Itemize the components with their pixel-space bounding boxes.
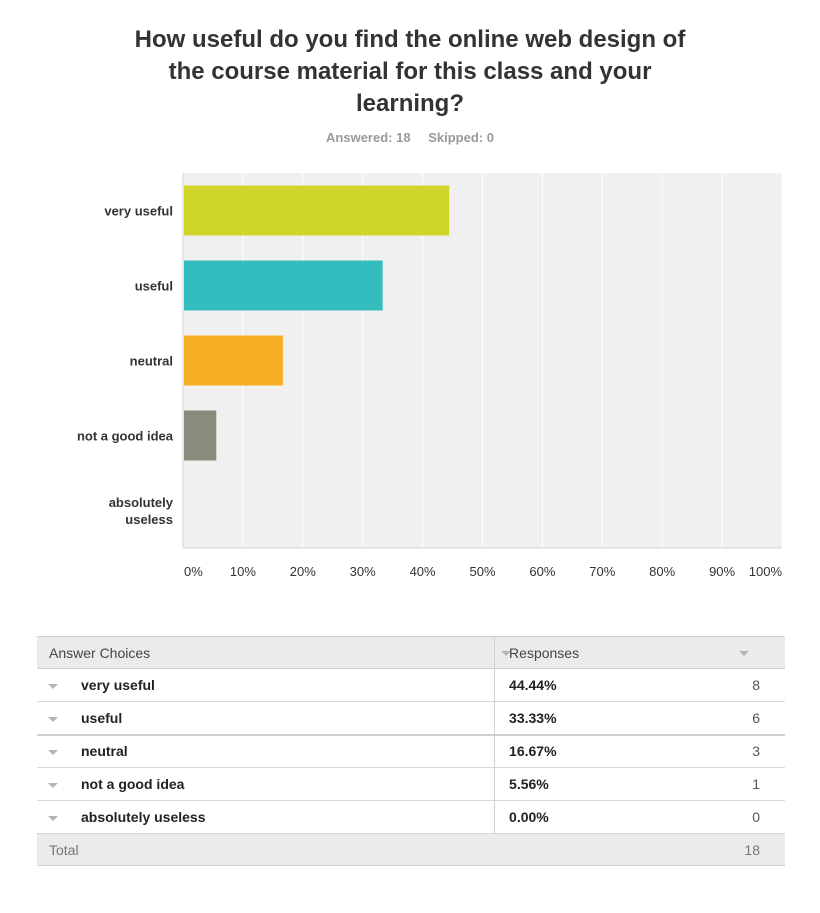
- row-percent: 33.33%: [509, 709, 557, 726]
- table-row[interactable]: very useful 44.44% 8: [37, 668, 785, 702]
- answer-choices-header[interactable]: Answer Choices: [37, 636, 511, 669]
- category-label: not a good idea: [77, 429, 174, 444]
- responses-label: Responses: [509, 644, 580, 661]
- x-tick-label: 30%: [350, 564, 376, 579]
- sort-caret-icon[interactable]: [501, 651, 511, 656]
- chart-title: How useful do you find the online web de…: [134, 26, 686, 117]
- row-count: 1: [752, 776, 760, 792]
- expand-caret-icon[interactable]: [48, 683, 58, 689]
- category-label: very useful: [104, 204, 173, 219]
- row-count: 3: [752, 743, 760, 760]
- responses-header[interactable]: Responses: [495, 637, 785, 669]
- row-label: useful: [81, 709, 123, 726]
- row-label: very useful: [81, 677, 155, 693]
- table-header: Answer Choices Responses: [37, 636, 785, 669]
- category-label: useless: [125, 512, 173, 527]
- answer-choices-label: Answer Choices: [49, 644, 151, 661]
- x-tick-label: 50%: [469, 564, 495, 579]
- row-count: 0: [752, 809, 760, 825]
- x-tick-label: 10%: [230, 564, 256, 579]
- table-row[interactable]: useful 33.33% 6: [37, 701, 785, 735]
- row-count: 6: [752, 709, 760, 726]
- x-tick-label: 20%: [290, 564, 316, 579]
- row-percent: 5.56%: [509, 776, 549, 792]
- skipped-count: Skipped: 0: [428, 130, 494, 145]
- expand-caret-icon[interactable]: [48, 716, 58, 722]
- category-label: neutral: [130, 354, 173, 369]
- x-tick-label: 40%: [410, 564, 436, 579]
- x-tick-label: 90%: [709, 564, 735, 579]
- table-row[interactable]: absolutely useless 0.00% 0: [37, 800, 785, 834]
- bar: [184, 335, 283, 386]
- x-tick-label: 70%: [589, 564, 615, 579]
- row-count: 8: [752, 677, 760, 693]
- x-tick-label: 0%: [184, 564, 203, 579]
- row-percent: 44.44%: [509, 677, 557, 693]
- answered-count: Answered: 18: [326, 130, 411, 145]
- bar: [184, 185, 450, 236]
- x-tick-label: 80%: [649, 564, 675, 579]
- sort-caret-icon[interactable]: [739, 651, 750, 656]
- table-row[interactable]: neutral 16.67% 3: [37, 734, 785, 768]
- expand-caret-icon[interactable]: [48, 750, 58, 756]
- x-tick-label: 60%: [529, 564, 555, 579]
- bar: [184, 410, 217, 461]
- row-label: absolutely useless: [81, 809, 206, 825]
- x-tick-label: 100%: [749, 564, 783, 579]
- total-label: Total: [49, 841, 79, 858]
- total-count: 18: [744, 841, 760, 858]
- category-label: absolutely: [109, 495, 174, 510]
- total-row: Total 18: [37, 833, 785, 866]
- expand-caret-icon[interactable]: [48, 782, 58, 788]
- responses-table: Answer Choices Responses very useful 44.…: [37, 636, 785, 866]
- response-stats: Answered: 18 Skipped: 0: [0, 130, 820, 145]
- row-percent: 0.00%: [509, 809, 549, 825]
- row-label: not a good idea: [81, 776, 185, 792]
- row-percent: 16.67%: [509, 743, 557, 760]
- row-label: neutral: [81, 743, 128, 760]
- bar-chart: 0% 10% 20% 30% 40% 50% 60% 70% 80% 90% 100% very us…: [77, 173, 783, 579]
- category-label: useful: [135, 279, 173, 294]
- bar: [184, 260, 383, 311]
- table-row[interactable]: not a good idea 5.56% 1: [37, 767, 785, 801]
- expand-caret-icon[interactable]: [48, 815, 58, 821]
